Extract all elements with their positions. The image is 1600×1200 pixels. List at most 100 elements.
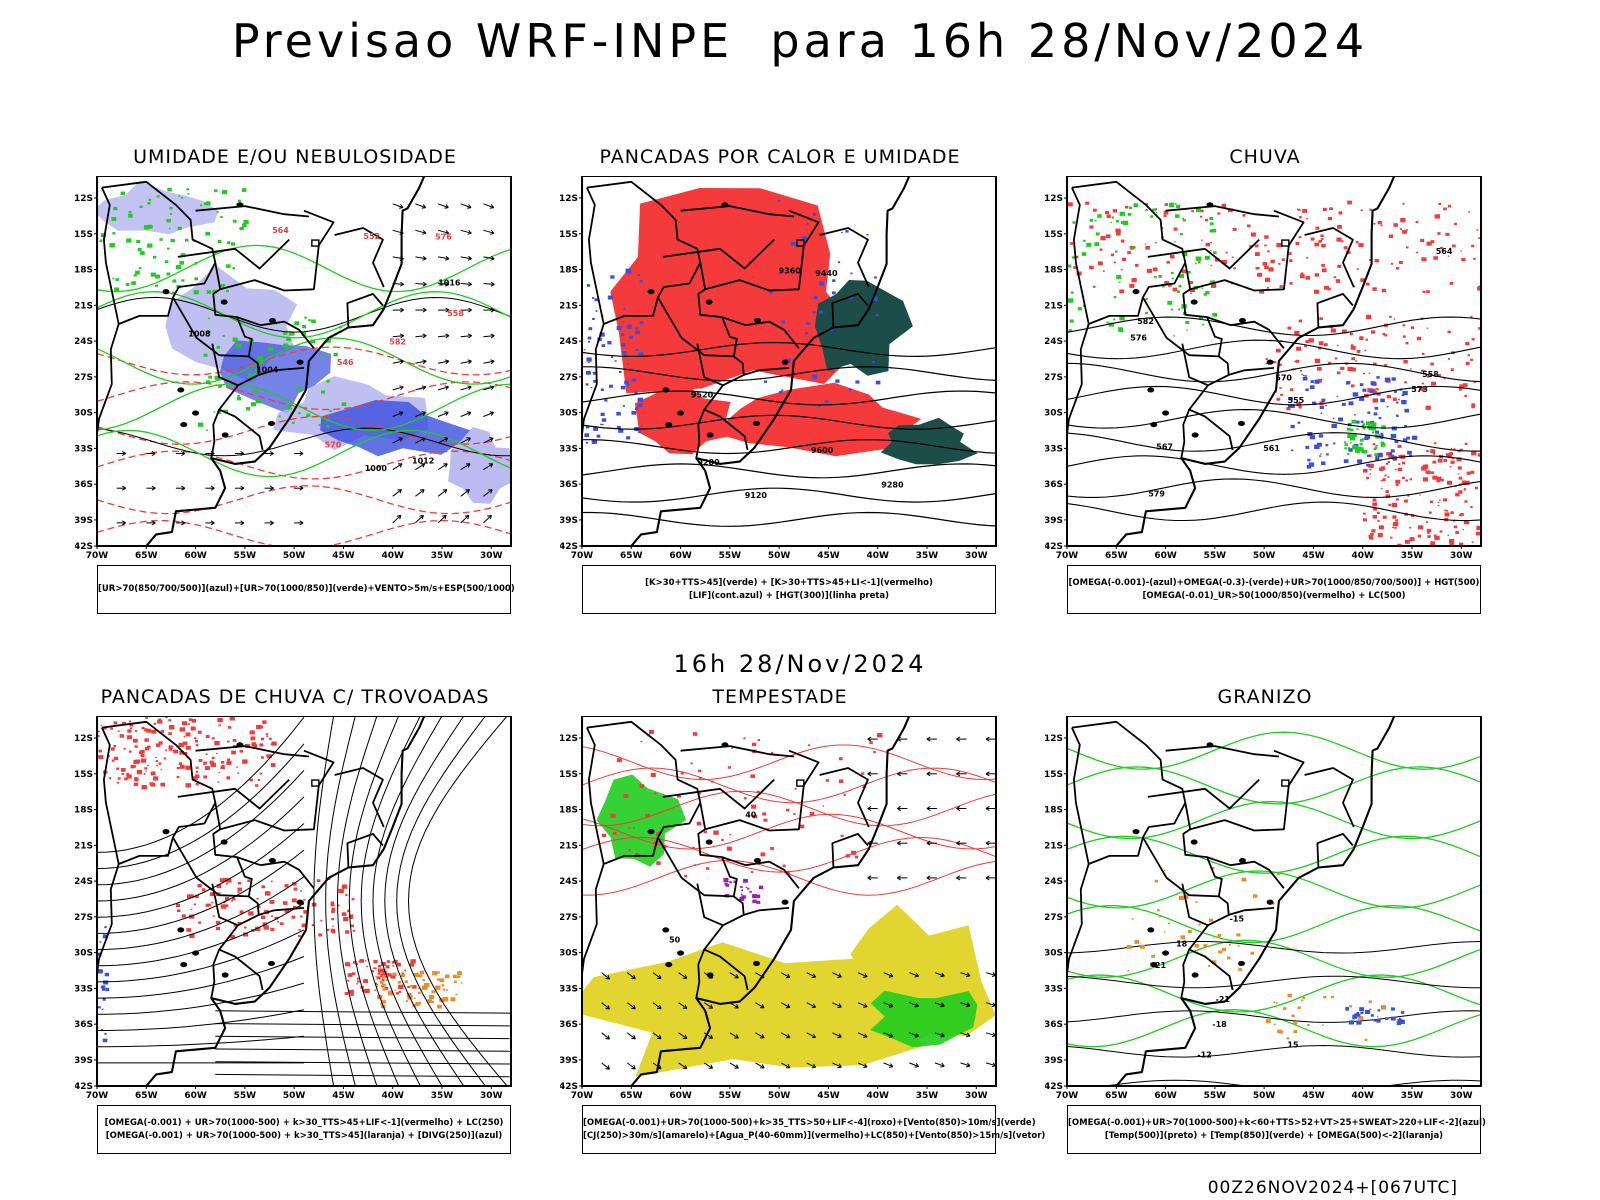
lifted-index-contour [599,332,605,337]
rain-area [1425,521,1428,523]
rain-area [1350,345,1356,350]
wind-vector [652,1032,662,1040]
rain-area [1348,434,1353,438]
rain-area [1394,468,1397,471]
rain-area [1345,382,1349,385]
wind-vector [985,805,996,812]
wind-vector-head [399,385,404,391]
state-border [721,316,746,327]
lat-label: 30S [1045,409,1063,419]
wind-vector-head [419,514,424,520]
rain-area [1447,454,1452,458]
wind-vector-shaft [652,1002,662,1010]
state-border [696,343,724,387]
thunder-area [98,755,104,760]
state-border [745,860,800,889]
humidity-contour [326,379,330,383]
lake [268,317,276,324]
humidity-contour [120,191,125,195]
rain-area [1363,372,1365,375]
thunder-area [144,747,150,751]
thunder-area [330,901,334,904]
wind-vector [460,385,472,391]
rain-area [1110,253,1115,257]
rain-area [1437,504,1440,507]
contour-label: 576 [1130,333,1147,342]
rain-area [1457,450,1461,453]
thickness-contour [97,381,511,411]
thunder-area [381,1000,386,1004]
humidity-contour [318,424,321,426]
rain-area [1372,431,1375,434]
thunder-area [218,771,221,774]
humidity-contour [135,270,140,275]
storm-area [747,887,750,890]
rain-area [1423,370,1426,372]
wind-vector-head [965,1032,971,1038]
temp850-contour [1067,1009,1481,1048]
coastline [582,176,911,546]
omega-area [1188,929,1192,933]
humidity-contour [97,383,511,432]
rain-area [1434,535,1440,541]
convection-area [814,280,913,376]
lon-label: 40W [1351,1091,1374,1101]
rain-area [1455,531,1459,534]
rain-area [1289,282,1293,285]
wind-vector-shaft [483,229,495,234]
streamline [348,716,400,1086]
rain-area [1377,452,1383,458]
humidity-contour [310,339,316,344]
omega-area [1158,915,1162,918]
lifted-index-contour [818,405,821,408]
lake [706,432,714,438]
wind-vector-shaft [934,972,945,977]
state-border [172,296,249,358]
contour-label: 564 [1436,247,1453,256]
rain-area [1377,220,1382,225]
lifted-index-contour [626,383,630,387]
thunder-area [188,894,194,899]
wind-vector-shaft [415,411,426,417]
rain-area [1370,381,1376,386]
thunder-area [291,898,297,903]
rain-area [1173,335,1175,337]
wind-vector [780,1002,791,1009]
wind-vector-head [956,805,961,812]
streamline [372,716,443,1086]
rain-area [1102,270,1105,272]
thunder-area [437,971,440,974]
rain-area [1113,296,1117,299]
wind-vector-head [467,385,472,391]
wind-vector-head [399,333,404,339]
temp500-contour [1067,1044,1481,1058]
rain-area [1441,248,1444,251]
thunder-area [178,762,182,765]
state-border [346,293,384,328]
divergence-area [102,1038,108,1043]
wind-vector-head [734,1064,739,1069]
humidity-contour [232,337,238,342]
lake [1191,972,1199,978]
contour-label: -18 [1212,1020,1227,1029]
rain-area [1437,458,1443,463]
humidity-contour [253,390,258,394]
thunder-area [282,901,288,905]
thunder-area [144,728,148,731]
wind-vector-shaft [755,1062,765,1069]
rain-area [1360,438,1364,442]
state-border [334,227,385,288]
rain-area [1321,238,1324,241]
rain-area [1341,240,1344,243]
wind-vector-shaft [415,360,427,364]
wind-vector-head [465,463,471,468]
wind-vector-shaft [626,1062,636,1070]
rain-area [1430,500,1434,504]
contour-label: 9280 [881,481,904,490]
omega-area [1283,1007,1287,1010]
lat-label: 42S [75,1082,93,1092]
lake [1238,857,1246,864]
thunder-area [450,997,456,1002]
thunder-area [179,764,185,769]
